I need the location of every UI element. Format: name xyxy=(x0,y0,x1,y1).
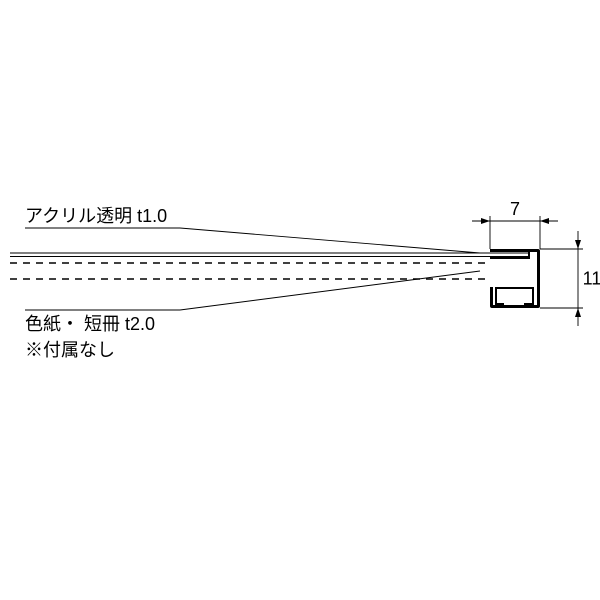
leader-line xyxy=(180,228,480,253)
label-note: ※付属なし xyxy=(25,340,115,360)
label-acrylic: アクリル透明 t1.0 xyxy=(25,206,167,226)
dim-arrow xyxy=(540,218,549,224)
technical-drawing: 7 11 アクリル透明 t1.0 色紙・ 短冊 t2.0 ※付属なし xyxy=(0,0,600,600)
profile-lip-end xyxy=(528,252,530,259)
dim-value-height: 11 xyxy=(583,269,600,289)
leader-line xyxy=(180,271,480,310)
label-paper: 色紙・ 短冊 t2.0 xyxy=(25,314,155,334)
profile-inner-lip xyxy=(490,257,528,259)
dim-value-width: 7 xyxy=(510,199,520,219)
dim-arrow xyxy=(575,240,581,249)
dim-arrow xyxy=(481,218,490,224)
profile-lower-channel xyxy=(495,287,534,305)
dim-arrow xyxy=(575,308,581,317)
